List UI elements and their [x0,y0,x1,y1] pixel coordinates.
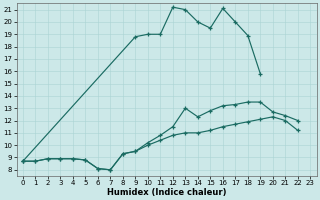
X-axis label: Humidex (Indice chaleur): Humidex (Indice chaleur) [107,188,226,197]
